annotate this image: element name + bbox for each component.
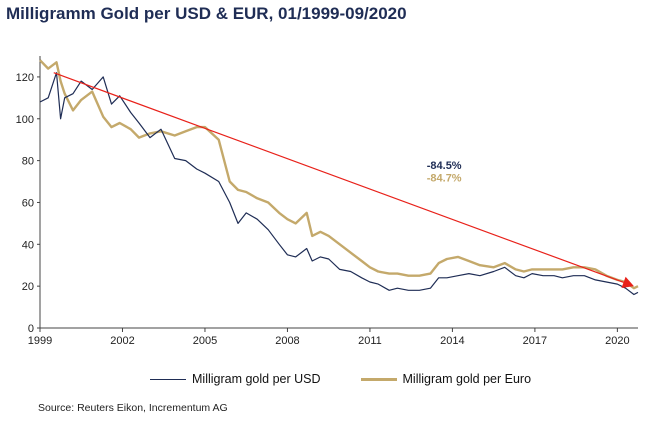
x-tick-label: 2011 (358, 335, 382, 347)
series-line-eur (39, 59, 639, 290)
source-note: Source: Reuters Eikon, Incrementum AG (38, 402, 228, 414)
y-tick-label: 0 (28, 323, 34, 335)
y-tick-label: 80 (22, 156, 34, 168)
line-chart: 0 20 40 60 80 100 120 1999 2002 2005 2008 2011 2014 2… (16, 56, 639, 347)
trend-layer (53, 72, 634, 288)
annotation-eur-change: -84.7% (427, 173, 462, 185)
y-tick-label: 100 (16, 114, 34, 126)
legend-item-usd: Milligram gold per USD (150, 372, 321, 386)
annotation-usd-change: -84.5% (427, 160, 462, 172)
legend-item-eur: Milligram gold per Euro (360, 372, 532, 386)
legend-swatch-eur (360, 377, 397, 381)
x-tick-label: 2005 (193, 335, 217, 347)
x-tick-label: 2017 (523, 335, 547, 347)
y-tick-label: 60 (22, 197, 34, 209)
x-tick-label: 1999 (28, 335, 52, 347)
trend-arrowhead (621, 276, 634, 288)
x-tick-label: 2020 (605, 335, 629, 347)
series-line-usd (39, 72, 639, 296)
legend-label-usd: Milligram gold per USD (192, 372, 321, 386)
legend-label-eur: Milligram gold per Euro (402, 372, 532, 386)
x-tick-label: 2014 (440, 335, 464, 347)
axes: 0 20 40 60 80 100 120 1999 2002 2005 2008 2011 2014 2… (16, 56, 638, 347)
legend: Milligram gold per USD Milligram gold pe… (150, 372, 571, 386)
y-tick-label: 20 (22, 281, 34, 293)
x-tick-label: 2008 (275, 335, 299, 347)
legend-swatch-usd (150, 378, 186, 380)
series-layer (39, 59, 639, 296)
y-tick-label: 40 (22, 239, 34, 251)
x-tick-label: 2002 (110, 335, 134, 347)
y-tick-label: 120 (16, 72, 34, 84)
trend-line (53, 72, 624, 283)
chart-title: Milligramm Gold per USD & EUR, 01/1999-0… (6, 4, 407, 23)
annotation-layer: -84.5%-84.7% (427, 160, 462, 185)
